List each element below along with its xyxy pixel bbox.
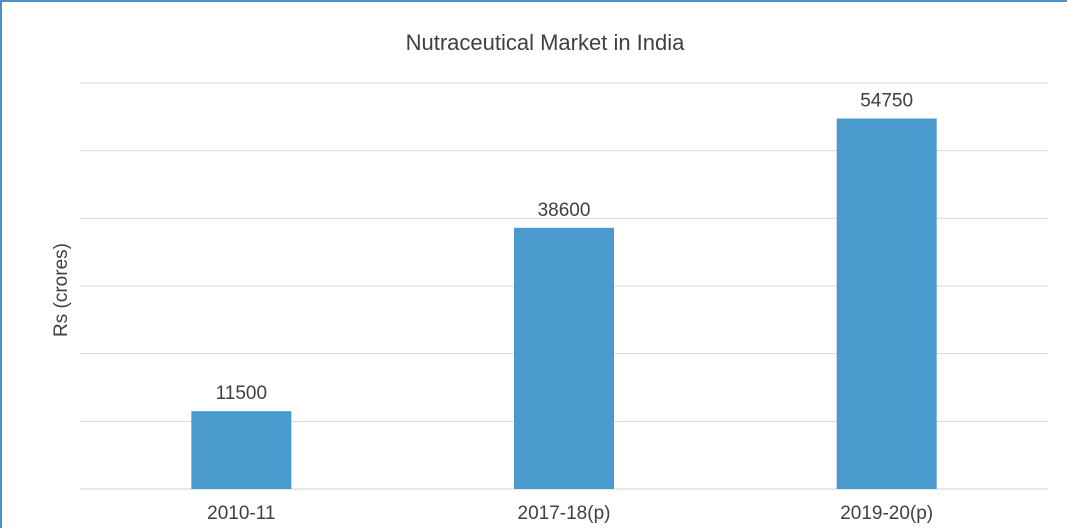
bar-2010-11 [191,411,292,489]
data-label: 11500 [216,383,267,404]
data-label: 38600 [538,200,591,221]
data-label: 54750 [860,91,913,112]
x-tick-label: 2017-18(p) [518,503,611,524]
x-tick-label: 2010-11 [207,503,275,524]
x-tick-label: 2019-20(p) [840,503,933,524]
bar-2019-20(p) [836,118,937,490]
bar-2017-18(p) [514,227,614,489]
chart-title: Nutraceutical Market in India [405,30,685,55]
